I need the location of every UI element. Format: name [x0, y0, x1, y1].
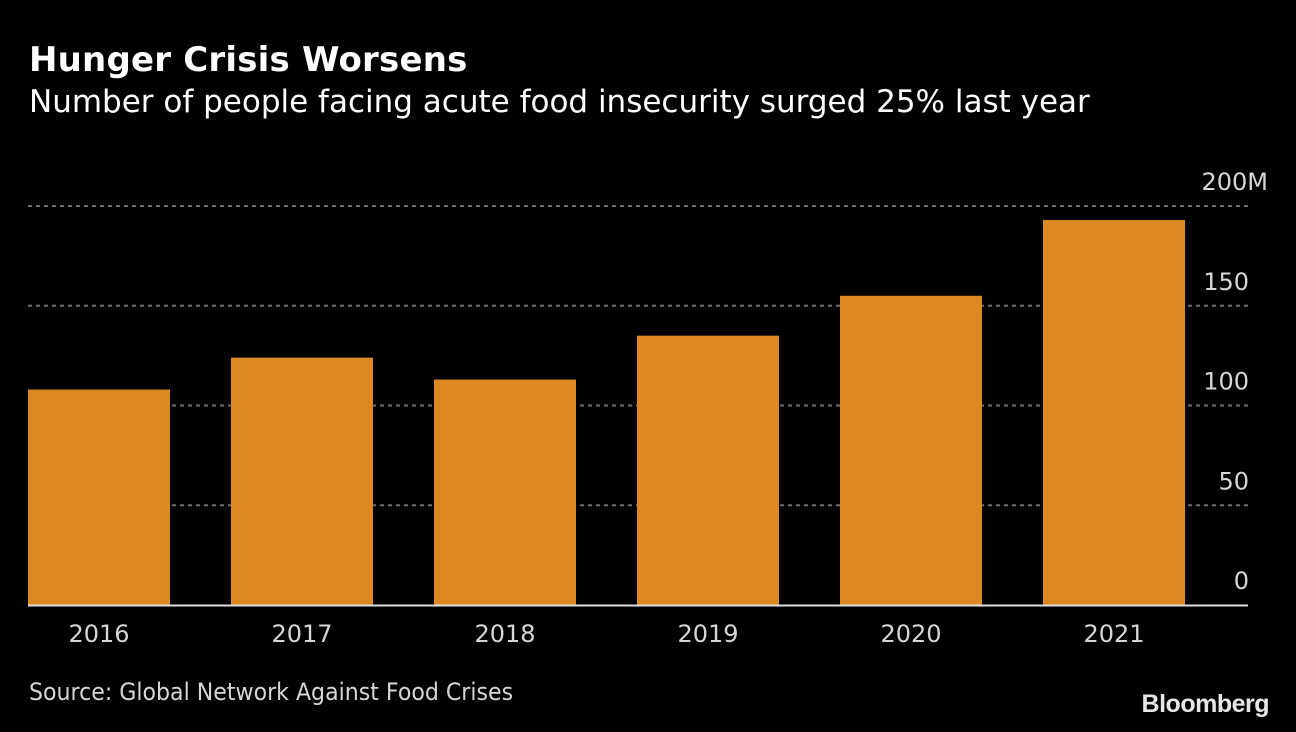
y-tick-label: 100 [1203, 368, 1249, 396]
bar-2017 [231, 357, 373, 605]
bar-2021 [1043, 219, 1185, 605]
axes: 0 50 100 150 200M 2016 2017 2018 2019 2020 2021 [28, 168, 1268, 648]
x-tick-label: 2019 [677, 620, 738, 648]
chart-subtitle: Number of people facing acute food insec… [29, 84, 1090, 120]
x-tick-label: 2016 [68, 620, 129, 648]
y-tick-label: 50 [1218, 467, 1249, 495]
chart-title: Hunger Crisis Worsens [29, 40, 468, 80]
x-tick-label: 2017 [271, 620, 332, 648]
x-tick-label: 2021 [1083, 620, 1144, 648]
bar-2019 [637, 335, 779, 605]
x-tick-label: 2018 [474, 620, 535, 648]
y-tick-label: 0 [1234, 567, 1249, 595]
bars [28, 219, 1185, 605]
source-note: Source: Global Network Against Food Cris… [29, 678, 514, 706]
bar-2016 [28, 389, 170, 605]
x-tick-label: 2020 [880, 620, 941, 648]
bar-2020 [840, 295, 982, 605]
y-tick-label: 200M [1201, 168, 1268, 196]
y-tick-label: 150 [1203, 268, 1249, 296]
bar-2018 [434, 379, 576, 605]
bloomberg-logo: Bloomberg [1141, 690, 1270, 718]
